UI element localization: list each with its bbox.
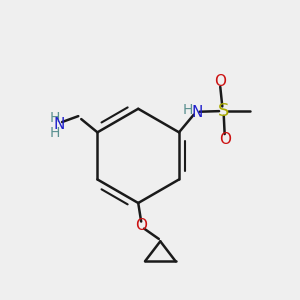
- Text: O: O: [214, 74, 226, 89]
- Text: H: H: [50, 111, 60, 124]
- Text: H: H: [50, 126, 60, 140]
- Text: O: O: [219, 132, 231, 147]
- Text: H: H: [183, 103, 193, 117]
- Text: N: N: [191, 105, 202, 120]
- Text: N: N: [53, 118, 65, 133]
- Text: O: O: [135, 218, 147, 232]
- Text: S: S: [218, 102, 229, 120]
